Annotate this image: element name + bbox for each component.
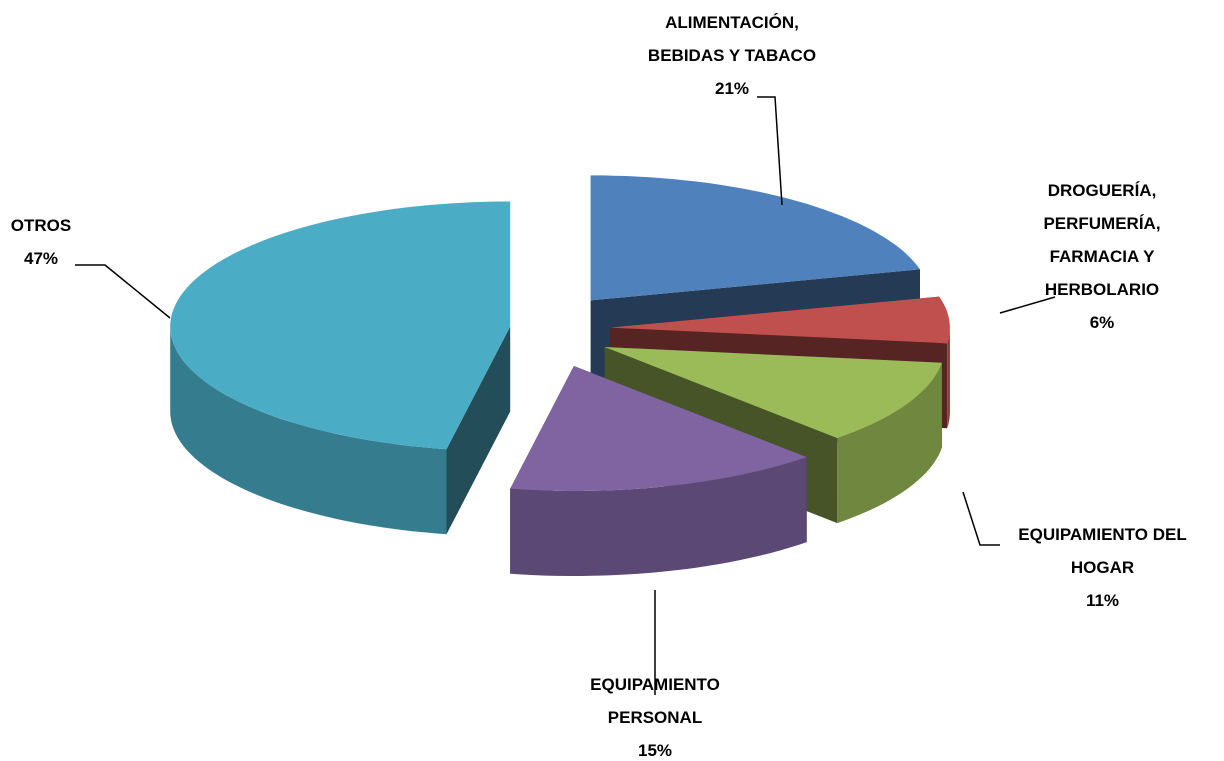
slice-side [947,327,950,429]
slice-label: DROGUERÍA, PERFUMERÍA, FARMACIA Y HERBOL… [1032,174,1172,339]
slice [604,347,942,439]
category-label: EQUIPAMIENTO DEL HOGAR [1018,525,1187,577]
value-label: 21% [714,79,750,98]
slice [170,201,511,450]
value-label: 47% [23,249,59,268]
leader-line [962,491,1000,546]
slice-side [510,457,807,576]
leader-line [75,264,171,319]
slice [590,175,920,301]
leader-line [999,296,1056,314]
slice-label: ALIMENTACIÓN, BEBIDAS Y TABACO 21% [637,6,827,105]
category-label: DROGUERÍA, PERFUMERÍA, FARMACIA Y HERBOL… [1043,181,1161,299]
value-label: 6% [1089,313,1115,332]
leader-line [757,96,783,206]
slices [170,175,950,576]
value-label: 15% [637,741,673,760]
slice-label: OTROS 47% [6,209,76,275]
slice-side [170,326,447,535]
slice [609,296,950,344]
slice [510,366,807,491]
slice-label: EQUIPAMIENTO DEL HOGAR 11% [1000,518,1205,617]
category-label: EQUIPAMIENTO PERSONAL [590,675,720,727]
category-label: OTROS [10,216,72,235]
category-label: ALIMENTACIÓN, BEBIDAS Y TABACO [647,13,817,65]
slice-wall [446,326,511,535]
value-label: 11% [1085,591,1120,610]
slice-side [837,362,942,524]
slice-label: EQUIPAMIENTO PERSONAL 15% [570,668,740,761]
